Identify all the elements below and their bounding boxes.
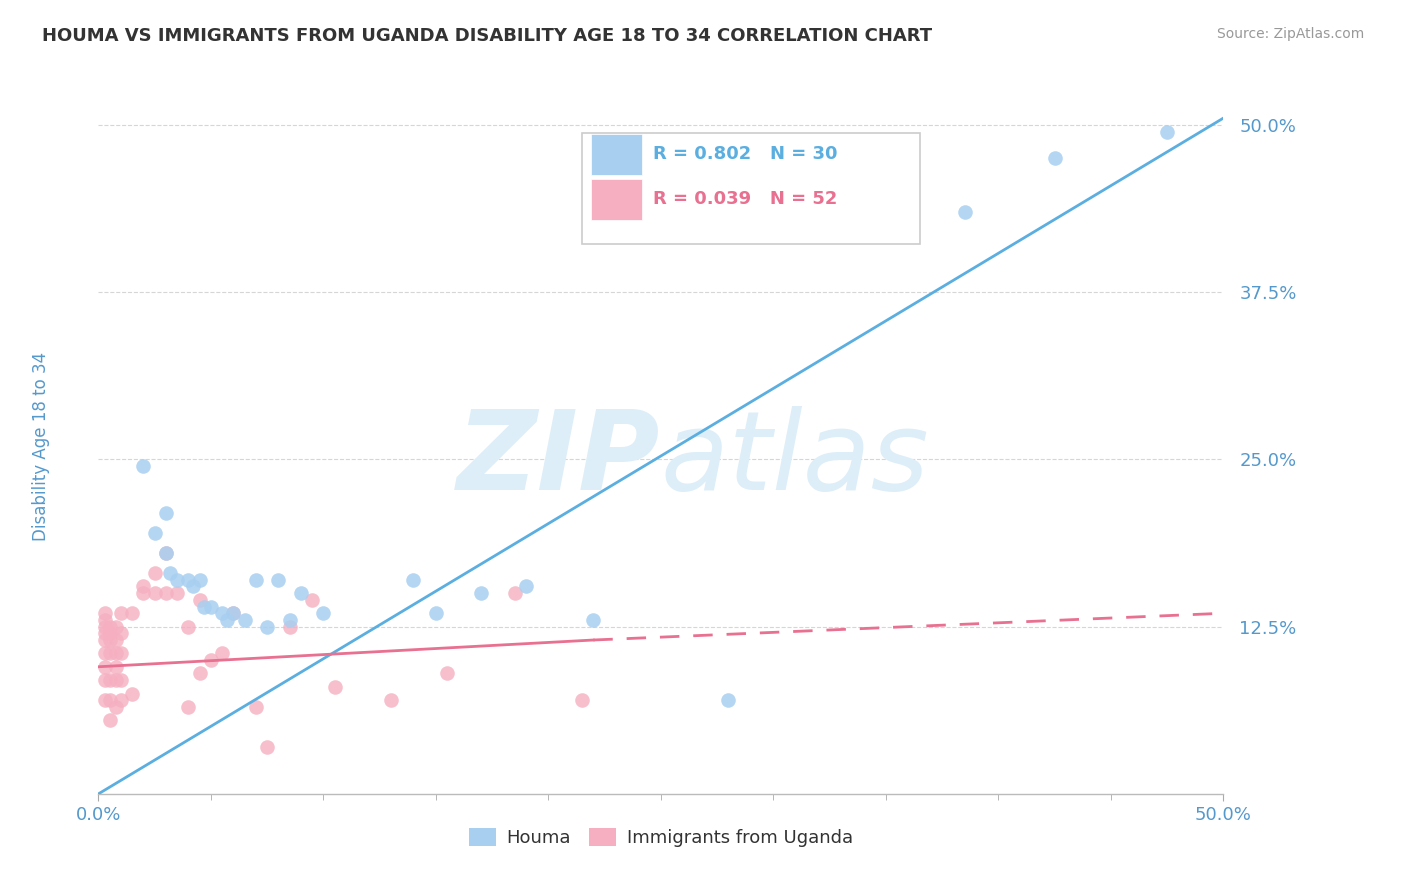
Point [222, 607, 245, 621]
Point [380, 693, 402, 707]
Point [278, 620, 301, 634]
Point [98, 646, 121, 660]
Point [94, 620, 117, 634]
Point [1043, 152, 1066, 166]
Point [425, 607, 447, 621]
Point [177, 620, 200, 634]
Point [222, 607, 245, 621]
Point [98, 626, 121, 640]
Point [94, 613, 117, 627]
Point [1156, 125, 1178, 139]
Point [188, 666, 211, 681]
Point [155, 586, 177, 600]
Point [110, 693, 132, 707]
Point [188, 573, 211, 587]
Point [98, 633, 121, 648]
Point [94, 607, 117, 621]
Point [181, 580, 204, 594]
Text: HOUMA VS IMMIGRANTS FROM UGANDA DISABILITY AGE 18 TO 34 CORRELATION CHART: HOUMA VS IMMIGRANTS FROM UGANDA DISABILI… [42, 27, 932, 45]
Point [105, 633, 128, 648]
Point [245, 573, 267, 587]
Point [94, 626, 117, 640]
Point [166, 586, 188, 600]
Text: ZIP: ZIP [457, 407, 661, 514]
Point [211, 607, 233, 621]
Point [312, 607, 335, 621]
Point [323, 680, 346, 694]
Point [267, 573, 290, 587]
Point [515, 580, 537, 594]
Point [143, 586, 166, 600]
Point [94, 660, 117, 674]
Point [215, 613, 238, 627]
Point [301, 593, 323, 607]
Point [290, 586, 312, 600]
Point [94, 633, 117, 648]
Point [503, 586, 526, 600]
Point [132, 580, 155, 594]
Point [94, 646, 117, 660]
Point [470, 586, 492, 600]
Point [121, 687, 143, 701]
Point [155, 546, 177, 560]
Point [177, 699, 200, 714]
Point [159, 566, 181, 581]
Point [110, 646, 132, 660]
FancyBboxPatch shape [582, 133, 920, 244]
Point [98, 673, 121, 688]
Point [200, 653, 222, 667]
Point [105, 673, 128, 688]
Point [98, 620, 121, 634]
Point [98, 714, 121, 728]
Point [105, 620, 128, 634]
Point [98, 693, 121, 707]
Point [94, 673, 117, 688]
Point [571, 693, 593, 707]
Text: R = 0.802   N = 30: R = 0.802 N = 30 [652, 145, 838, 163]
Point [278, 613, 301, 627]
Point [94, 693, 117, 707]
FancyBboxPatch shape [591, 178, 641, 219]
Point [256, 740, 278, 755]
Text: atlas: atlas [661, 407, 929, 514]
Point [211, 646, 233, 660]
Point [110, 626, 132, 640]
Legend: Houma, Immigrants from Uganda: Houma, Immigrants from Uganda [461, 821, 860, 855]
Point [193, 599, 215, 614]
Point [143, 566, 166, 581]
Point [245, 699, 267, 714]
Point [143, 526, 166, 541]
Point [188, 593, 211, 607]
Point [121, 607, 143, 621]
Point [166, 573, 188, 587]
Point [402, 573, 425, 587]
Text: Source: ZipAtlas.com: Source: ZipAtlas.com [1216, 27, 1364, 41]
Point [110, 607, 132, 621]
Point [436, 666, 458, 681]
Point [233, 613, 256, 627]
Point [132, 586, 155, 600]
Point [155, 506, 177, 520]
Point [105, 699, 128, 714]
Text: R = 0.039   N = 52: R = 0.039 N = 52 [652, 190, 838, 209]
Point [582, 613, 605, 627]
FancyBboxPatch shape [591, 134, 641, 175]
Point [717, 693, 740, 707]
Point [132, 459, 155, 474]
Point [110, 673, 132, 688]
Point [256, 620, 278, 634]
Point [953, 205, 976, 219]
Point [155, 546, 177, 560]
Point [177, 573, 200, 587]
Y-axis label: Disability Age 18 to 34: Disability Age 18 to 34 [32, 351, 49, 541]
Point [105, 646, 128, 660]
Point [105, 660, 128, 674]
Point [200, 599, 222, 614]
